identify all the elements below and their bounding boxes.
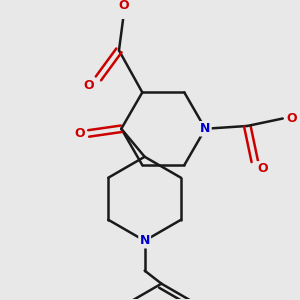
Text: O: O <box>118 0 129 12</box>
Text: O: O <box>84 80 94 92</box>
Text: O: O <box>74 127 85 140</box>
Text: O: O <box>287 112 297 125</box>
Text: N: N <box>200 122 211 135</box>
Text: N: N <box>140 234 150 247</box>
Text: O: O <box>257 162 268 176</box>
